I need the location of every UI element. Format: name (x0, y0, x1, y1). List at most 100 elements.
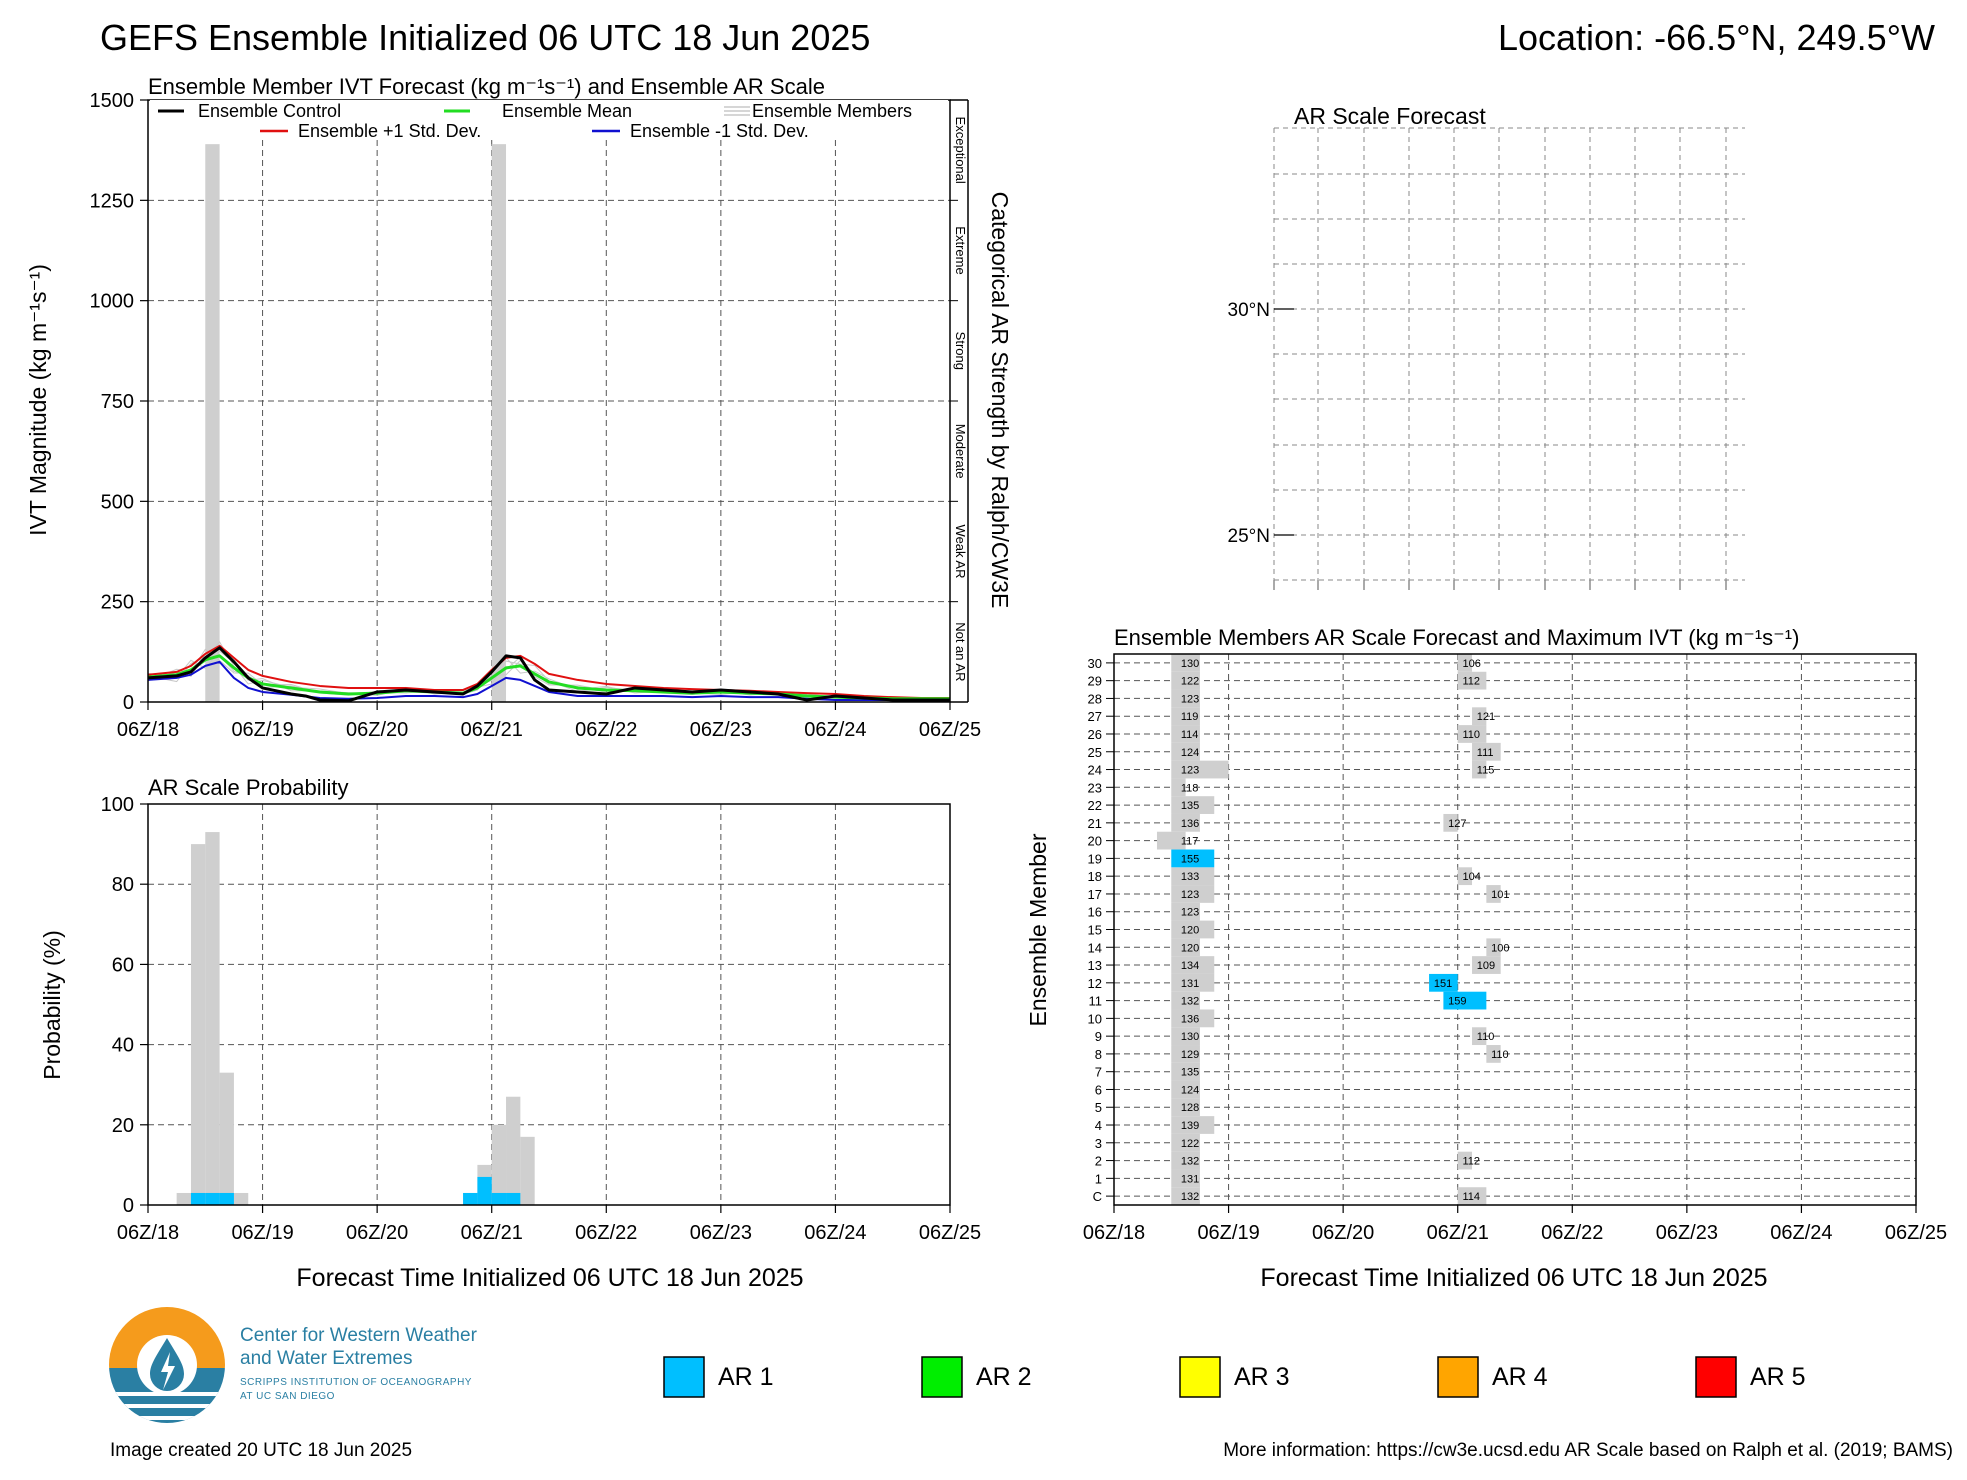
ivt-xtick-label: 06Z/19 (231, 719, 293, 741)
members-panel-title: Ensemble Members AR Scale Forecast and M… (1114, 625, 1799, 650)
members-xtick-label: 06Z/25 (1885, 1222, 1947, 1244)
members-ytick-label: 18 (1088, 869, 1102, 884)
members-cell-non-ar (1171, 742, 1200, 761)
ivt-category-label: Weak AR (953, 525, 968, 579)
ar2-swatch (921, 1356, 963, 1398)
members-max-ivt-label: 159 (1448, 996, 1466, 1008)
members-plot-frame (1113, 653, 1917, 1206)
ivt-category-label: Extreme (953, 226, 968, 274)
ivt-xtick-label: 06Z/23 (690, 719, 752, 741)
legend-mean-label: Ensemble Mean (502, 101, 632, 121)
members-x-tick-labels: 06Z/18 06Z/19 06Z/20 06Z/21 06Z/22 06Z/23 06Z/… (1083, 1222, 1947, 1244)
ar5-swatch (1695, 1356, 1737, 1398)
members-y-axis-label: Ensemble Member (1025, 833, 1051, 1026)
prob-xtick-label: 06Z/20 (346, 1222, 408, 1244)
members-ar-cells (1156, 654, 1501, 1205)
prob-panel-title: AR Scale Probability (148, 775, 349, 800)
members-cell-non-ar (1171, 1187, 1200, 1205)
members-max-ivt-label: 119 (1181, 711, 1199, 723)
members-grid (1106, 654, 1917, 1213)
prob-bar-ar1 (463, 1192, 478, 1205)
members-max-ivt-label: 130 (1181, 658, 1199, 670)
ivt-category-label: Not an AR (953, 622, 968, 681)
members-max-ivt-label: 115 (1477, 765, 1495, 777)
members-max-ivt-label: 122 (1181, 1138, 1199, 1150)
members-xtick-label: 06Z/18 (1083, 1222, 1145, 1244)
prob-xtick-label: 06Z/21 (461, 1222, 523, 1244)
members-max-ivt-label: 132 (1181, 1156, 1199, 1168)
members-max-ivt-label: 120 (1181, 942, 1199, 954)
ivt-xtick-label: 06Z/18 (117, 719, 179, 741)
members-cell-ar1 (1443, 991, 1487, 1010)
logo-line-2: and Water Extremes (240, 1348, 413, 1369)
members-cell-non-ar (1457, 1151, 1473, 1170)
members-max-ivt-label: 104 (1462, 871, 1480, 883)
prob-bar-ar1 (205, 1192, 220, 1205)
ivt-category-label: Exceptional (953, 117, 968, 184)
members-cell-non-ar (1472, 760, 1487, 779)
prob-bar-ar-category (190, 844, 206, 1205)
ivt-category-label: Moderate (953, 424, 968, 479)
ivt-ytick-label: 500 (101, 491, 134, 513)
ar2-label: AR 2 (976, 1363, 1032, 1391)
members-ytick-label: 5 (1095, 1100, 1102, 1115)
prob-bar-ar1 (219, 1192, 234, 1205)
members-max-ivt-label: 124 (1181, 747, 1199, 759)
ivt-legend-box (150, 100, 948, 140)
prob-bar-ar-category (205, 832, 220, 1205)
map-graticule (1273, 127, 1745, 590)
ivt-category-label: Strong (953, 332, 968, 370)
prob-ytick-label: 60 (112, 954, 134, 976)
members-cell-non-ar (1171, 1116, 1215, 1134)
members-cell-non-ar (1171, 760, 1229, 779)
ivt-category-labels: Exceptional Extreme Strong Moderate Weak AR N… (953, 117, 968, 682)
ar4-label: AR 4 (1492, 1363, 1548, 1391)
members-cell-non-ar (1472, 742, 1501, 761)
members-max-ivt-label: 122 (1181, 676, 1199, 688)
ivt-xtick-label: 06Z/25 (919, 719, 981, 741)
ivt-legend: Ensemble Control Ensemble Mean Ensemble … (150, 100, 948, 141)
members-max-ivt-label: 112 (1462, 676, 1480, 688)
legend-control-label: Ensemble Control (198, 101, 341, 121)
members-cell-non-ar (1171, 725, 1200, 743)
members-cell-non-ar (1171, 1062, 1200, 1081)
members-ytick-label: 9 (1095, 1029, 1102, 1044)
legend-plus-sd-label: Ensemble +1 Std. Dev. (298, 121, 481, 141)
members-max-ivt-label: 128 (1181, 1102, 1199, 1114)
members-ytick-label: 1 (1095, 1171, 1102, 1186)
members-ytick-label: C (1093, 1189, 1102, 1204)
members-ytick-label: 7 (1095, 1065, 1102, 1080)
members-ivt-values: 132 114 131 132 112 122 139 128 124 135 129 110 130 1… (1181, 658, 1510, 1203)
members-ytick-label: 20 (1088, 834, 1102, 849)
prob-xtick-label: 06Z/25 (919, 1222, 981, 1244)
members-cell-non-ar (1171, 1133, 1200, 1152)
members-ytick-label: 2 (1095, 1154, 1102, 1169)
members-xtick-label: 06Z/20 (1312, 1222, 1374, 1244)
ar1-label: AR 1 (718, 1363, 774, 1391)
ivt-grid (140, 99, 958, 710)
members-cell-ar1 (1171, 849, 1215, 868)
ivt-series-ensemble-1-std-dev- (147, 660, 950, 702)
prob-y-axis-label: Probability (%) (39, 930, 65, 1080)
members-cell-non-ar (1171, 1045, 1200, 1063)
members-max-ivt-label: 135 (1181, 800, 1199, 812)
members-cell-non-ar (1472, 707, 1487, 726)
members-max-ivt-label: 123 (1181, 907, 1199, 919)
prob-y-tick-labels: 0 20 40 60 80 100 (101, 794, 134, 1217)
ivt-ytick-label: 0 (123, 692, 134, 714)
members-xtick-label: 06Z/23 (1656, 1222, 1718, 1244)
map-lat-label-30: 30°N (1228, 300, 1270, 321)
members-max-ivt-label: 123 (1181, 889, 1199, 901)
members-cell-non-ar (1171, 902, 1200, 921)
members-max-ivt-label: 114 (1181, 729, 1199, 741)
ensemble-members-panel: Ensemble Members AR Scale Forecast and M… (1025, 625, 1947, 1292)
legend-members-label: Ensemble Members (752, 101, 912, 121)
members-cell-non-ar (1171, 920, 1215, 939)
probability-panel: AR Scale Probability 0 20 40 60 80 100 06Z/18… (39, 775, 981, 1292)
ivt-series-lines (147, 644, 950, 703)
cw3e-logo (109, 1307, 225, 1423)
members-max-ivt-label: 151 (1434, 978, 1452, 990)
ivt-series-ensemble-control (147, 646, 950, 703)
members-cell-non-ar (1457, 654, 1473, 672)
